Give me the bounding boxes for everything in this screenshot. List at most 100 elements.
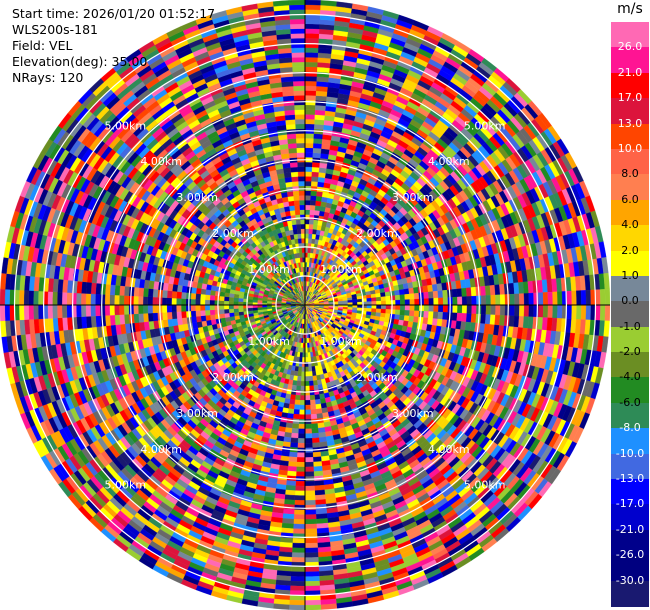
velocity-bin (312, 456, 322, 463)
velocity-bin (433, 304, 439, 313)
velocity-bin (304, 523, 317, 530)
velocity-bin (304, 47, 319, 53)
velocity-bin (296, 375, 302, 382)
velocity-bin (313, 384, 319, 391)
velocity-bin (304, 433, 313, 439)
velocity-bin (308, 375, 314, 382)
velocity-bin (452, 296, 458, 306)
velocity-bin (294, 504, 306, 511)
velocity-bin (307, 356, 312, 363)
velocity-bin (312, 442, 321, 448)
velocity-bin (304, 90, 317, 96)
velocity-bin (306, 342, 310, 348)
velocity-bin (438, 297, 444, 306)
velocity-bin (296, 380, 302, 387)
velocity-bin (304, 233, 309, 239)
velocity-bin (385, 304, 391, 310)
velocity-bin (366, 304, 372, 309)
velocity-bin (310, 200, 317, 206)
velocity-bin (289, 398, 296, 405)
velocity-bin (576, 290, 582, 306)
velocity-bin (495, 294, 501, 306)
velocity-bin (315, 408, 323, 415)
velocity-bin (395, 304, 401, 311)
velocity-bin (311, 370, 317, 377)
velocity-bin (309, 204, 316, 211)
velocity-bin (313, 138, 323, 145)
velocity-bin (314, 123, 325, 130)
velocity-bin (297, 433, 306, 439)
velocity-bin (299, 395, 306, 401)
velocity-bin (304, 166, 313, 172)
velocity-bin (380, 304, 387, 310)
velocity-bin (310, 195, 317, 201)
velocity-bin (304, 80, 317, 87)
velocity-bin (514, 293, 520, 306)
velocity-bin (304, 442, 313, 449)
velocity-bin (304, 509, 317, 515)
velocity-bin (580, 304, 587, 320)
velocity-bin (484, 314, 491, 325)
velocity-bin (385, 309, 391, 315)
velocity-bin (304, 204, 311, 210)
velocity-bin (304, 138, 314, 144)
velocity-bin (304, 147, 314, 153)
velocity-bin (290, 566, 306, 573)
velocity-bin (314, 210, 321, 216)
velocity-bin (298, 423, 306, 430)
velocity-bin (295, 485, 306, 492)
velocity-bin (310, 409, 317, 415)
velocity-bin (576, 304, 582, 320)
velocity-bin (580, 290, 587, 306)
velocity-bin (290, 580, 306, 587)
velocity-bin (552, 304, 558, 319)
velocity-bin (294, 495, 306, 501)
velocity-bin (308, 223, 314, 230)
velocity-bin (470, 313, 477, 324)
velocity-bin (284, 489, 296, 496)
velocity-bin (284, 494, 296, 501)
velocity-bin (313, 143, 323, 149)
velocity-bin (311, 171, 320, 178)
velocity-bin (456, 312, 463, 322)
velocity-bin (297, 371, 302, 377)
velocity-bin (299, 409, 306, 415)
velocity-bin (437, 290, 444, 299)
velocity-bin (304, 57, 319, 63)
velocity-bin (400, 299, 406, 306)
velocity-bin (304, 471, 315, 477)
velocity-bin (404, 293, 410, 300)
velocity-bin (313, 133, 324, 140)
velocity-bin (366, 301, 372, 306)
velocity-bin (304, 485, 315, 492)
velocity-bin (394, 289, 400, 296)
velocity-bin (307, 347, 311, 353)
velocity-bin (304, 123, 315, 130)
velocity-bin (291, 428, 299, 434)
velocity-bin (304, 380, 310, 387)
velocity-bin (293, 519, 306, 525)
velocity-bin (466, 304, 472, 314)
velocity-bin (304, 4, 321, 11)
velocity-bin (295, 471, 306, 477)
velocity-bin (304, 599, 321, 606)
velocity-bin (480, 314, 487, 325)
velocity-bin (557, 304, 563, 319)
velocity-bin (451, 312, 458, 322)
velocity-bin (499, 304, 506, 316)
velocity-bin (380, 296, 387, 302)
velocity-bin (523, 304, 530, 317)
velocity-bin (314, 484, 325, 491)
velocity-bin (495, 304, 501, 316)
velocity-bin (295, 385, 301, 391)
velocity-bin (288, 451, 298, 458)
velocity-bin (380, 300, 387, 306)
velocity-bin (287, 465, 297, 472)
velocity-bin (304, 452, 314, 458)
velocity-bin (585, 304, 592, 321)
velocity-bin (494, 314, 501, 326)
velocity-bin (375, 296, 382, 302)
velocity-bin (428, 304, 434, 312)
velocity-bin (423, 298, 430, 306)
velocity-bin (304, 552, 319, 558)
